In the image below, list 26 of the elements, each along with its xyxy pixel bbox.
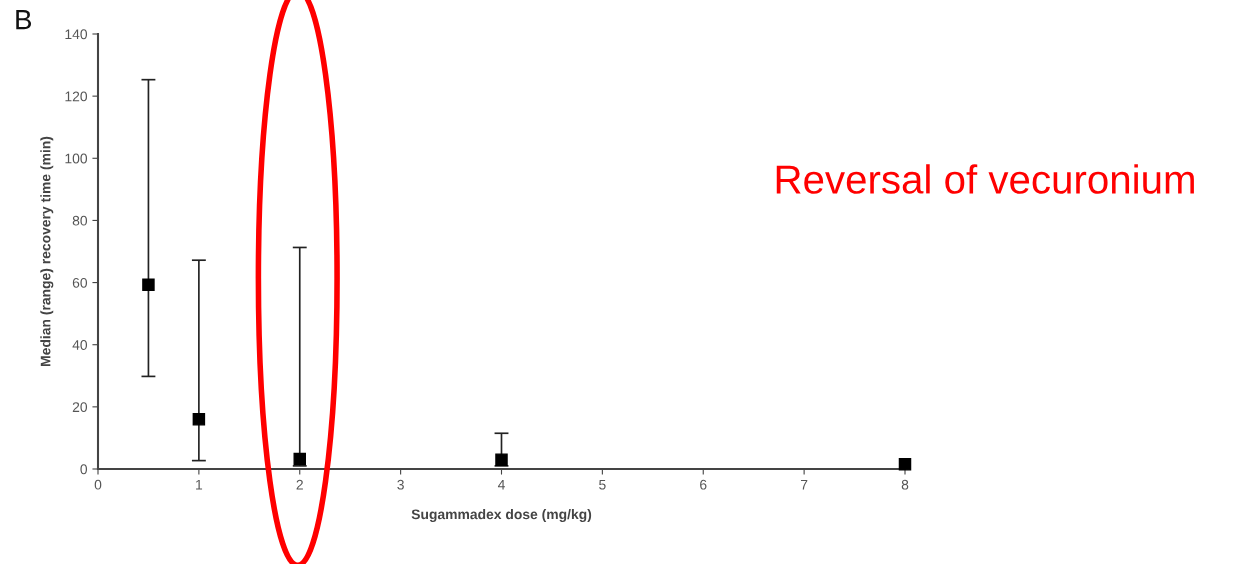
x-tick-label: 5 xyxy=(599,479,606,490)
point xyxy=(898,458,912,471)
x-tick-label: 7 xyxy=(800,479,808,490)
point xyxy=(142,278,155,291)
y-tick-label: 80 xyxy=(72,215,88,226)
x-tick-label: 1 xyxy=(196,479,203,490)
x-tick-label: 0 xyxy=(94,479,102,490)
y-tick-label: 140 xyxy=(65,29,88,40)
point xyxy=(192,413,206,426)
point xyxy=(495,453,508,466)
y-tick-label: 100 xyxy=(65,153,88,164)
x-tick-label: 8 xyxy=(901,479,909,490)
x-tick-label: 6 xyxy=(700,479,707,490)
x-axis-title: Sugammadex dose (mg/kg) xyxy=(411,509,592,523)
x-tick-label: 4 xyxy=(497,479,505,490)
y-tick-label: 0 xyxy=(80,464,88,475)
y-tick-label: 60 xyxy=(72,277,88,288)
x-tick-label: 3 xyxy=(397,479,404,490)
y-tick-label: 120 xyxy=(65,91,88,102)
point xyxy=(293,452,307,466)
x-tick-label: 2 xyxy=(296,479,303,490)
text: B xyxy=(16,10,32,30)
annotation: Reversal of vecuronium xyxy=(776,164,1194,194)
y-tick-label: 40 xyxy=(72,340,88,350)
y-tick-label: 20 xyxy=(72,402,88,413)
y-axis-title: Median (range) recovery time (min) xyxy=(40,136,54,366)
